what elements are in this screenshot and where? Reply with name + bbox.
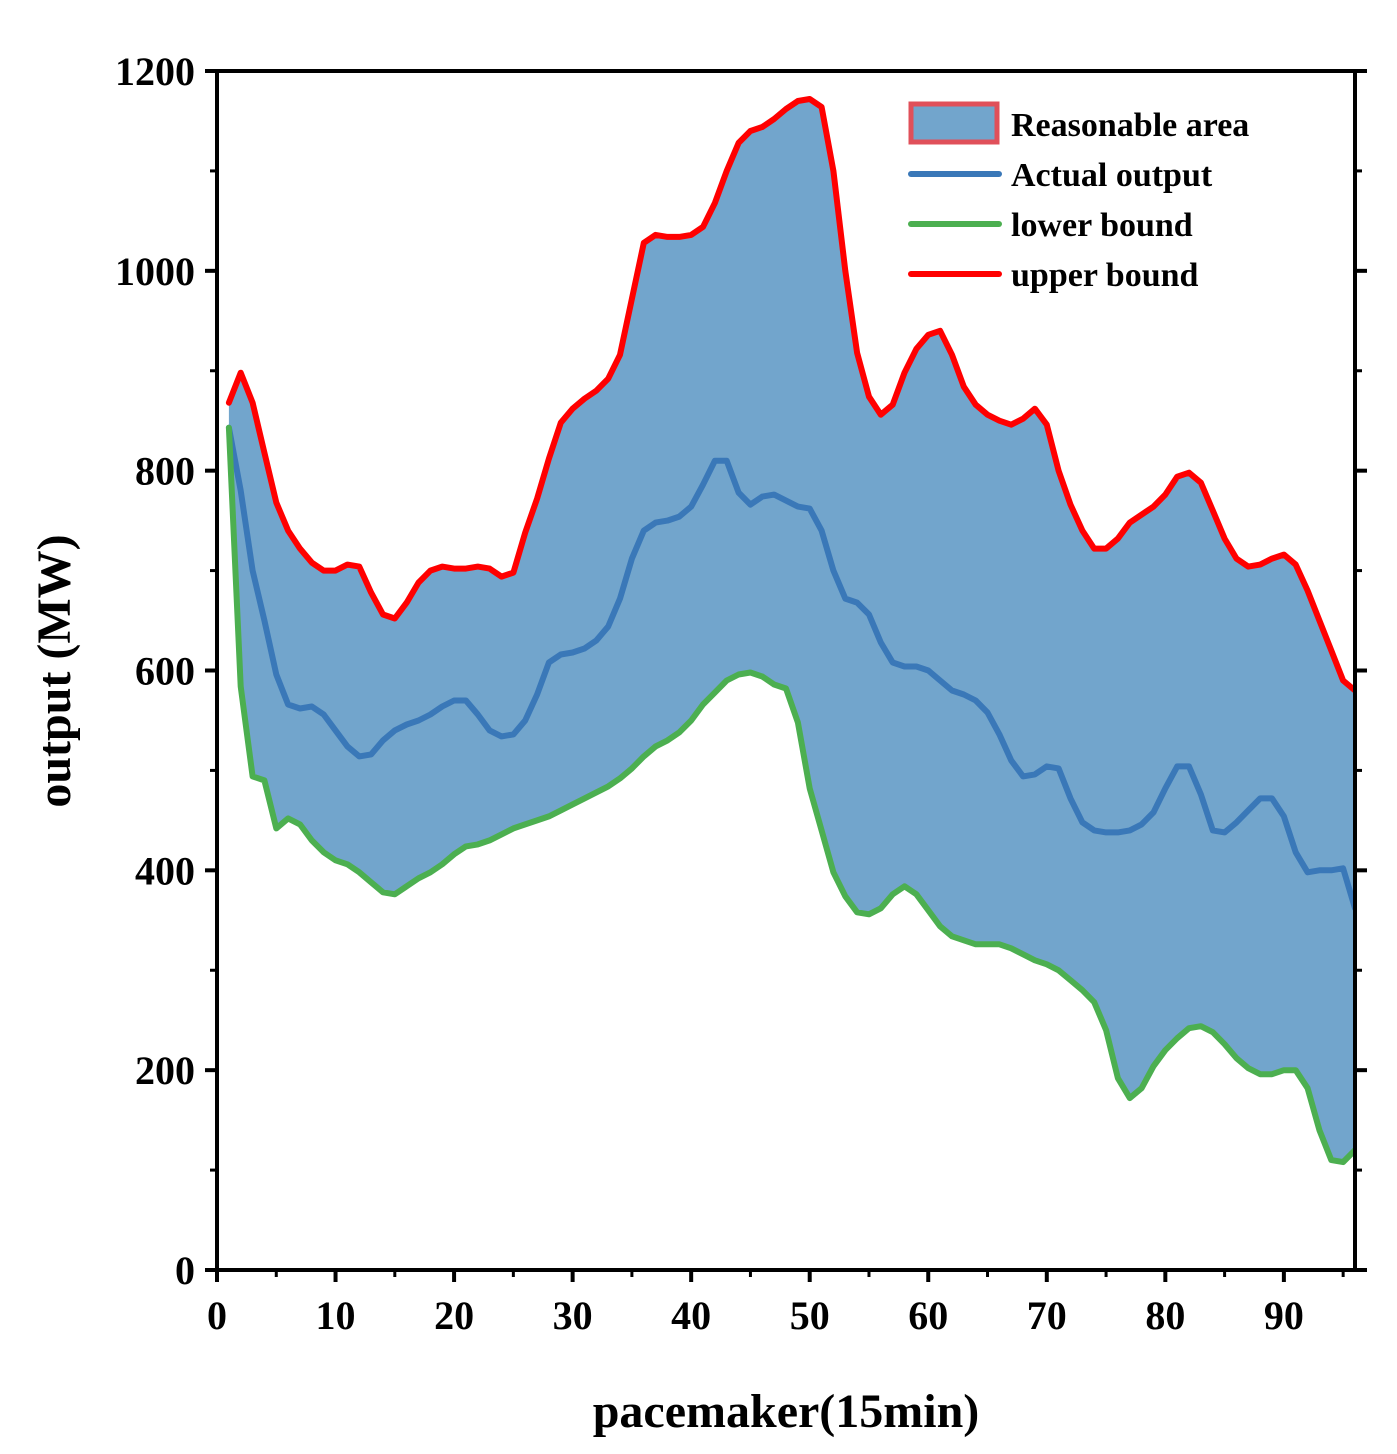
x-tick-label: 20 [434, 1293, 474, 1338]
legend-swatch-reasonable-area [908, 101, 1000, 145]
legend-label-upper-bound: upper bound [1011, 257, 1199, 294]
x-tick-label: 90 [1264, 1293, 1304, 1338]
legend-label-actual-output: Actual output [1011, 157, 1213, 194]
legend: Reasonable area Actual output lower bound u… [908, 101, 1249, 294]
x-tick-label: 50 [790, 1293, 830, 1338]
series-line-actual-output [225, 424, 1355, 912]
y-tick-label: 600 [135, 649, 195, 694]
x-tick-label: 0 [207, 1293, 227, 1338]
x-axis-title: pacemaker(15min) [593, 1385, 980, 1438]
plot-area [225, 96, 1355, 1166]
y-tick-label: 1200 [115, 49, 195, 94]
x-tick-label: 30 [553, 1293, 593, 1338]
series-line-upper-bound [225, 96, 1355, 694]
y-axis-title: output (MW) [28, 534, 81, 807]
y-tick-label: 0 [175, 1248, 195, 1293]
x-tick-label: 40 [671, 1293, 711, 1338]
axes: 0 10 20 30 40 50 60 70 80 90 0 200 400 600 800 1000 1200 [115, 49, 1367, 1338]
y-tick-label: 1000 [115, 249, 195, 294]
x-tick-label: 70 [1027, 1293, 1067, 1338]
legend-label-reasonable-area: Reasonable area [1011, 107, 1249, 144]
plot-series-group [225, 96, 1355, 1166]
x-tick-label: 80 [1145, 1293, 1185, 1338]
legend-label-lower-bound: lower bound [1011, 207, 1193, 244]
x-tick-label: 60 [908, 1293, 948, 1338]
y-tick-label: 400 [135, 848, 195, 893]
reasonable-area-band [228, 99, 1355, 1163]
series-line-lower-bound [225, 424, 1355, 1166]
y-tick-label: 800 [135, 449, 195, 494]
y-tick-label: 200 [135, 1048, 195, 1093]
x-tick-label: 10 [316, 1293, 356, 1338]
